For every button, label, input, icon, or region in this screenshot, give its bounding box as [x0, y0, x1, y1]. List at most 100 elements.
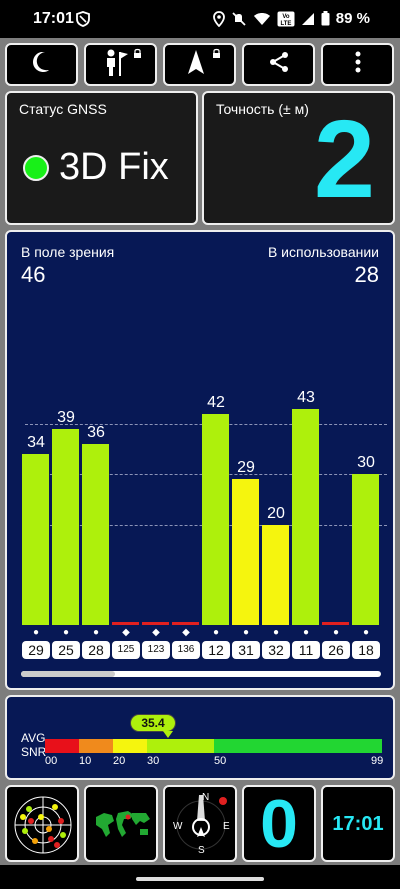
accuracy-label: Точность (± м) — [216, 101, 309, 117]
in-use-count: 28 — [354, 262, 379, 287]
in-use-label: В использовании — [267, 244, 379, 260]
in-view-count: 46 — [21, 262, 46, 287]
accuracy-value: 2 — [313, 98, 375, 221]
home-gesture-handle[interactable] — [136, 877, 264, 881]
location-icon — [212, 10, 225, 27]
compass-label-n: N — [202, 792, 210, 803]
wifi-icon — [253, 12, 271, 26]
constellation-symbol: ◆ — [122, 627, 130, 638]
compass-label-s: S — [198, 845, 205, 856]
person-flag-icon — [98, 47, 144, 82]
counter-value: 0 — [260, 786, 298, 862]
snr-bar — [232, 479, 259, 625]
gnss-status-value: 3D Fix — [59, 146, 169, 188]
gnss-status-panel: Статус GNSS 3D Fix — [5, 91, 198, 225]
night-mode-button[interactable] — [5, 43, 78, 86]
svg-text:Vo: Vo — [282, 14, 290, 20]
clock-value: 17:01 — [332, 813, 384, 835]
snr-bar — [142, 622, 169, 625]
snr-bar-chart: 34 ● 29 39 ● 25 36 ● 28 ◆ 125 ◆ 123 ◆ 136 42 ● 12 29 ● 31 20 ●… — [7, 232, 393, 688]
world-map-button[interactable] — [84, 785, 158, 862]
satellite-prn-label[interactable]: 11 — [292, 641, 320, 659]
snr-scale-segment — [45, 739, 79, 753]
signal-icon — [301, 12, 315, 26]
satellite-prn-label[interactable]: 32 — [262, 641, 290, 659]
avg-snr-pointer — [163, 731, 173, 738]
compass-label-w: W — [173, 821, 183, 832]
constellation-symbol: ● — [362, 627, 370, 638]
snr-bar — [292, 409, 319, 625]
chart-scrollbar[interactable] — [21, 671, 381, 677]
satellite-prn-label[interactable]: 136 — [172, 641, 200, 659]
satellite-prn-label[interactable]: 123 — [142, 641, 170, 659]
radar-sky-icon — [11, 791, 75, 862]
battery-percent: 89 % — [335, 10, 370, 27]
avg-label: AVG — [21, 731, 46, 745]
snr-bar-value: 30 — [357, 454, 375, 472]
more-vert-icon — [355, 51, 361, 78]
satellite-prn-label[interactable]: 18 — [352, 641, 380, 659]
constellation-symbol: ● — [212, 627, 220, 638]
snr-bar — [82, 444, 109, 625]
snr-bar — [22, 454, 49, 625]
constellation-symbol: ● — [332, 627, 340, 638]
navigate-button[interactable] — [163, 43, 236, 86]
snr-scale-label: 30 — [147, 755, 160, 767]
snr-bar — [352, 474, 379, 625]
counter-tile[interactable]: 0 — [242, 785, 316, 862]
constellation-symbol: ● — [302, 627, 310, 638]
snr-average-panel: AVG SNR 35.4 00 10 20 30 50 99 — [5, 695, 395, 780]
constellation-symbol: ● — [242, 627, 250, 638]
snr-bar — [322, 622, 349, 625]
clock-tile[interactable]: 17:01 — [321, 785, 395, 862]
snr-bar-value: 20 — [267, 504, 285, 522]
snr-scale-labels: 00 10 20 30 50 99 — [45, 755, 383, 769]
snr-scale-label: 20 — [113, 755, 126, 767]
snr-bar-value: 43 — [297, 389, 315, 407]
satellite-prn-label[interactable]: 125 — [112, 641, 140, 659]
share-icon — [267, 50, 291, 79]
constellation-symbol: ◆ — [182, 627, 190, 638]
compass-button[interactable]: N W E S — [163, 785, 237, 862]
mark-location-button[interactable] — [84, 43, 157, 86]
constellation-symbol: ◆ — [152, 627, 160, 638]
satellite-prn-label[interactable]: 29 — [22, 641, 50, 659]
snr-label: SNR — [21, 745, 47, 759]
snr-bar-value: 29 — [237, 459, 255, 477]
chart-scrollbar-thumb[interactable] — [21, 671, 115, 677]
avg-snr-marker: 35.4 — [130, 714, 176, 732]
snr-bar-value: 39 — [57, 409, 75, 427]
snr-scale-segment — [113, 739, 147, 753]
satellite-prn-label[interactable]: 28 — [82, 641, 110, 659]
snr-bar — [202, 414, 229, 625]
gnss-status-label: Статус GNSS — [19, 101, 107, 117]
snr-bar-value: 42 — [207, 394, 225, 412]
satellite-prn-label[interactable]: 31 — [232, 641, 260, 659]
world-map-icon — [92, 807, 152, 846]
volte-icon: Vo LTE — [277, 11, 295, 27]
shield-icon — [76, 11, 90, 32]
status-bar: 17:01 Vo LTE 89 % — [0, 0, 400, 38]
snr-scale-label: 50 — [214, 755, 227, 767]
snr-bar-value: 36 — [87, 424, 105, 442]
share-button[interactable] — [242, 43, 315, 86]
satellite-prn-label[interactable]: 26 — [322, 641, 350, 659]
snr-bar — [172, 622, 199, 625]
snr-bar — [262, 524, 289, 625]
accuracy-panel: Точность (± м) 2 — [202, 91, 395, 225]
more-menu-button[interactable] — [321, 43, 394, 86]
snr-scale-label: 00 — [45, 755, 58, 767]
satellite-prn-label[interactable]: 25 — [52, 641, 80, 659]
compass-icon — [169, 791, 233, 862]
battery-icon — [321, 11, 330, 26]
snr-scale — [45, 739, 382, 753]
constellation-symbol: ● — [92, 627, 100, 638]
constellation-symbol: ● — [32, 627, 40, 638]
snr-scale-segment — [79, 739, 113, 753]
satellite-prn-label[interactable]: 12 — [202, 641, 230, 659]
snr-scale-segment — [214, 739, 382, 753]
sky-view-button[interactable] — [5, 785, 79, 862]
constellation-symbol: ● — [272, 627, 280, 638]
snr-bar — [52, 429, 79, 625]
snr-bar-value: 34 — [27, 434, 45, 452]
